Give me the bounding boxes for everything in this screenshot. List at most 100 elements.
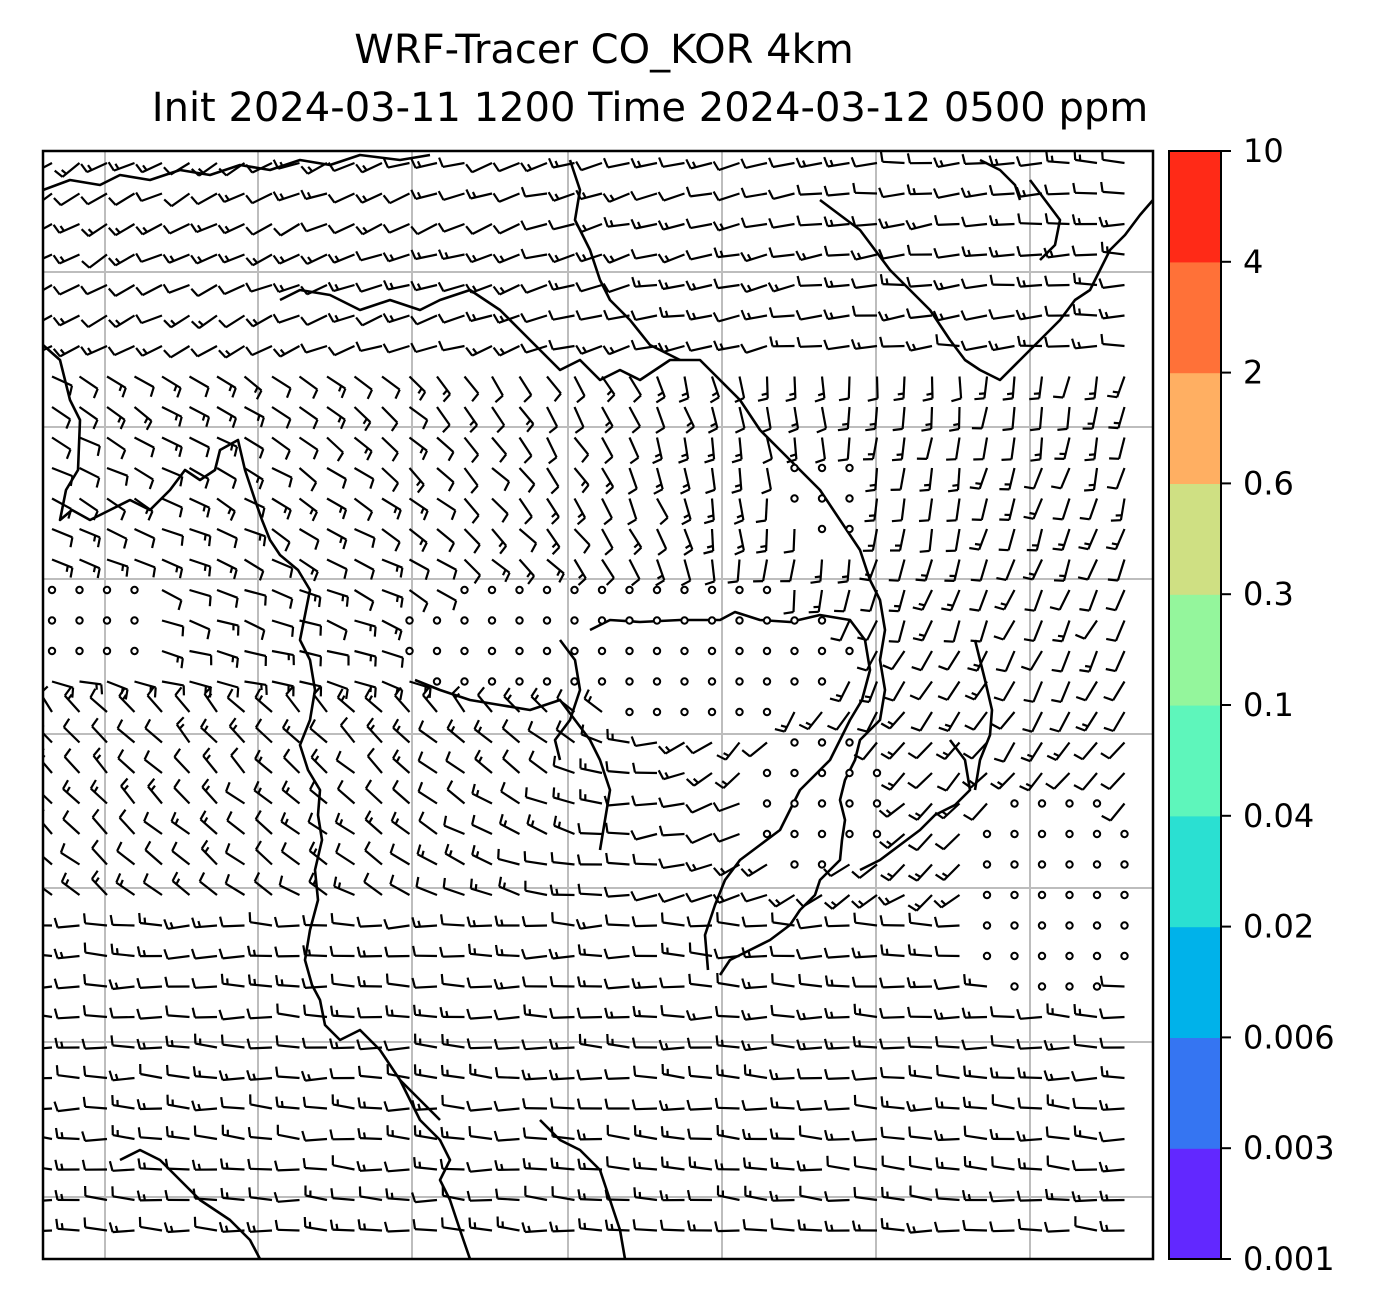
calm-marker	[845, 829, 854, 839]
wind-barb	[271, 406, 292, 429]
wind-barb	[1105, 528, 1126, 551]
wind-barb	[1107, 376, 1126, 399]
wind-barb	[189, 527, 212, 547]
wind-barb	[602, 282, 630, 294]
wind-barb	[81, 1131, 108, 1142]
wind-barb	[303, 1004, 328, 1019]
calm-marker	[1120, 890, 1129, 900]
wind-barb	[1107, 559, 1126, 582]
wind-barb	[907, 863, 933, 882]
wind-barb	[716, 1064, 740, 1080]
wind-barb	[495, 1188, 520, 1202]
wind-barb	[808, 589, 824, 614]
wind-barb	[853, 912, 878, 927]
wind-barb	[960, 310, 988, 321]
wind-barb	[309, 718, 328, 744]
wind-barb	[200, 839, 218, 866]
wind-barb	[498, 876, 520, 897]
wind-barb	[216, 375, 237, 398]
wind-barb	[685, 186, 713, 198]
wind-barb	[469, 1063, 493, 1080]
wind-barb	[1075, 680, 1098, 702]
wind-barb	[383, 918, 410, 930]
wind-barb	[907, 772, 933, 790]
wind-barb	[963, 1065, 988, 1080]
wind-barb	[408, 558, 430, 581]
wind-barb	[143, 811, 163, 835]
wind-barb	[165, 1126, 190, 1141]
calm-marker	[845, 463, 854, 473]
colorbar-segment	[1169, 594, 1221, 706]
wind-barb	[245, 314, 273, 328]
wind-barb	[660, 1156, 685, 1171]
wind-barb	[769, 1128, 795, 1141]
wind-barb	[852, 1036, 878, 1049]
wind-barb	[575, 189, 603, 201]
wind-barb	[188, 467, 210, 489]
wind-barb	[163, 314, 191, 329]
wind-barb	[381, 619, 403, 641]
wind-barb	[463, 558, 482, 585]
wind-barb	[989, 1006, 1015, 1019]
wind-barb	[43, 314, 53, 322]
wind-barb	[712, 802, 740, 813]
wind-barb	[1023, 467, 1044, 490]
wind-barb	[43, 718, 53, 744]
wind-barb	[577, 1189, 603, 1202]
calm-marker	[790, 646, 799, 656]
wind-barb	[110, 1035, 135, 1049]
wind-barb	[51, 466, 74, 487]
wind-barb	[1052, 620, 1071, 643]
wind-barb	[658, 1100, 685, 1112]
wind-barb	[89, 779, 108, 805]
wind-barb	[1072, 182, 1098, 195]
wind-barb	[1084, 376, 1099, 401]
wind-barb	[993, 619, 1016, 641]
wind-barb	[190, 253, 218, 265]
wind-barb	[573, 436, 590, 463]
wind-barb	[272, 282, 300, 294]
wind-barb	[491, 467, 511, 492]
wind-barb	[919, 467, 934, 492]
wind-barb	[714, 1005, 740, 1019]
wind-barb	[244, 619, 266, 641]
wind-barb	[628, 528, 643, 556]
wind-barb	[492, 223, 520, 235]
calm-marker	[625, 677, 634, 686]
wind-barb	[934, 945, 960, 958]
wind-barb	[823, 947, 850, 959]
wind-barb	[1043, 1070, 1070, 1082]
wind-barb	[685, 309, 713, 321]
wind-barb	[1046, 1094, 1070, 1110]
wind-barb	[310, 748, 328, 774]
wind-barb	[107, 284, 136, 297]
wind-barb	[523, 851, 548, 866]
calm-marker	[542, 585, 552, 595]
wind-barb	[733, 498, 745, 525]
wind-barb	[630, 190, 658, 202]
wind-barb	[299, 680, 323, 697]
wind-barb	[221, 1124, 245, 1141]
wind-barb	[280, 841, 301, 866]
calm-marker	[460, 646, 469, 656]
wind-barb	[216, 588, 239, 608]
wind-barb	[436, 528, 455, 553]
calm-marker	[625, 616, 634, 625]
calm-marker	[130, 616, 139, 625]
wind-barb	[446, 780, 466, 805]
wind-barb	[1053, 559, 1071, 582]
wind-barb	[83, 942, 108, 958]
wind-barb	[910, 711, 933, 732]
calm-marker	[817, 646, 827, 656]
wind-barb	[63, 748, 81, 774]
map-panel	[41, 149, 1155, 1261]
wind-barb	[756, 528, 769, 554]
wind-barb	[275, 1035, 300, 1049]
wind-barb	[437, 313, 465, 324]
wind-barb	[657, 253, 685, 264]
wind-barb	[106, 406, 126, 430]
wind-barb	[276, 1003, 300, 1019]
wind-barb	[161, 589, 183, 611]
wind-barb	[907, 833, 933, 852]
wind-barb	[880, 711, 906, 730]
